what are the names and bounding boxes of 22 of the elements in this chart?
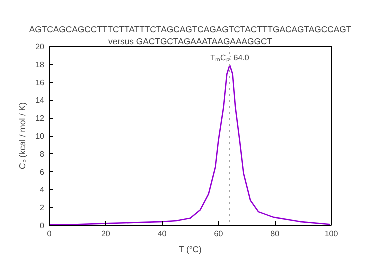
- y-tick-label: 20: [36, 42, 46, 52]
- chart-title: AGTCAGCAGCCTTTCTTATTTCTAGCAGTCAGAGTCTACTTTGACAGTAGCCAGT: [29, 24, 352, 34]
- y-tick-label: 10: [36, 132, 46, 141]
- x-tick-label: 100: [324, 230, 339, 238]
- chart-subtitle: versus GACTGCTAGAAATAAGAAAGGCT: [108, 36, 274, 46]
- x-tick-label: 20: [101, 230, 111, 238]
- y-tick-label: 14: [36, 96, 46, 106]
- y-axis-title: Cₚ (kcal / mol / K): [18, 102, 29, 170]
- y-tick-label: 18: [36, 60, 46, 70]
- y-tick-label: 4: [40, 186, 46, 195]
- annotation: TₘCₚ: 64.0: [210, 53, 250, 62]
- y-tick-label: 8: [40, 150, 46, 159]
- y-tick-label: 12: [36, 114, 46, 124]
- x-axis-title: T (°C): [178, 244, 202, 254]
- x-tick-label: 0: [47, 230, 52, 238]
- y-tick-label: 2: [40, 204, 46, 213]
- x-tick-label: 60: [214, 230, 224, 238]
- x-tick-label: 80: [270, 230, 280, 238]
- y-tick-label: 0: [40, 222, 46, 230]
- y-tick-label: 16: [36, 78, 46, 88]
- y-tick-label: 6: [40, 168, 46, 177]
- x-tick-label: 40: [158, 230, 168, 238]
